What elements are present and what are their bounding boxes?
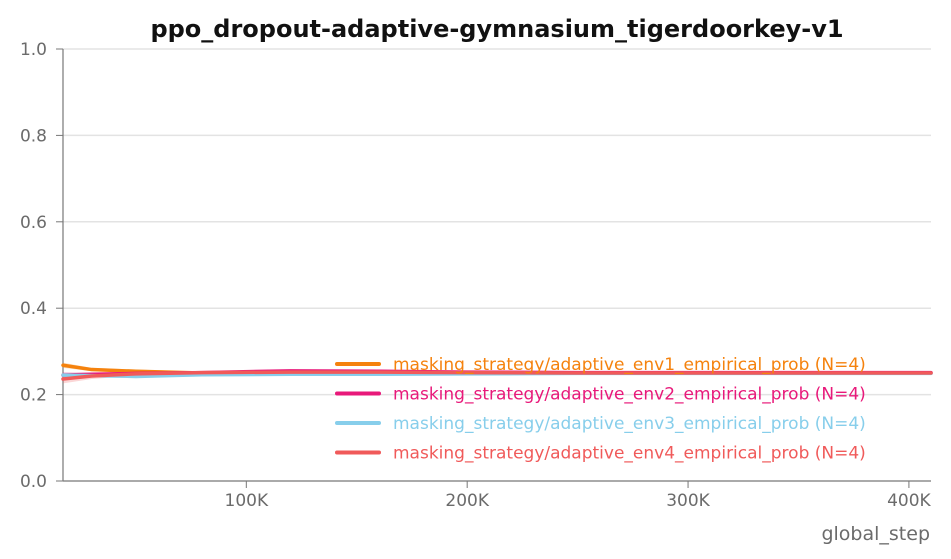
axes [56, 48, 931, 488]
grid-lines [63, 48, 931, 396]
legend-item: masking_strategy/adaptive_env3_empirical… [335, 414, 866, 434]
x-axis-label: global_step [821, 523, 930, 545]
y-tick-label: 0.2 [20, 386, 47, 406]
chart-title: ppo_dropout-adaptive-gymnasium_tigerdoor… [150, 15, 843, 43]
legend-label: masking_strategy/adaptive_env4_empirical… [393, 444, 866, 464]
legend: masking_strategy/adaptive_env1_empirical… [335, 355, 866, 464]
legend-label: masking_strategy/adaptive_env2_empirical… [393, 385, 866, 405]
y-tick-label: 0.6 [20, 213, 47, 233]
legend-label: masking_strategy/adaptive_env1_empirical… [393, 355, 866, 375]
y-tick-label: 1.0 [20, 40, 47, 60]
legend-item: masking_strategy/adaptive_env2_empirical… [335, 385, 866, 405]
series-line [61, 370, 933, 381]
legend-item: masking_strategy/adaptive_env4_empirical… [335, 444, 866, 464]
series-lines [61, 363, 933, 381]
legend-item: masking_strategy/adaptive_env1_empirical… [335, 355, 866, 375]
x-tick-label: 300K [666, 491, 710, 511]
x-tick-label: 100K [225, 491, 269, 511]
y-tick-label: 0.0 [20, 472, 47, 492]
legend-label: masking_strategy/adaptive_env3_empirical… [393, 414, 866, 434]
x-tick-label: 200K [445, 491, 489, 511]
x-tick-label: 400K [887, 491, 931, 511]
y-tick-label: 0.4 [20, 299, 47, 319]
tick-labels: 0.0 0.2 0.4 0.6 0.8 1.0 100K 200K 300K 400K [20, 40, 932, 511]
y-tick-label: 0.8 [20, 126, 47, 146]
